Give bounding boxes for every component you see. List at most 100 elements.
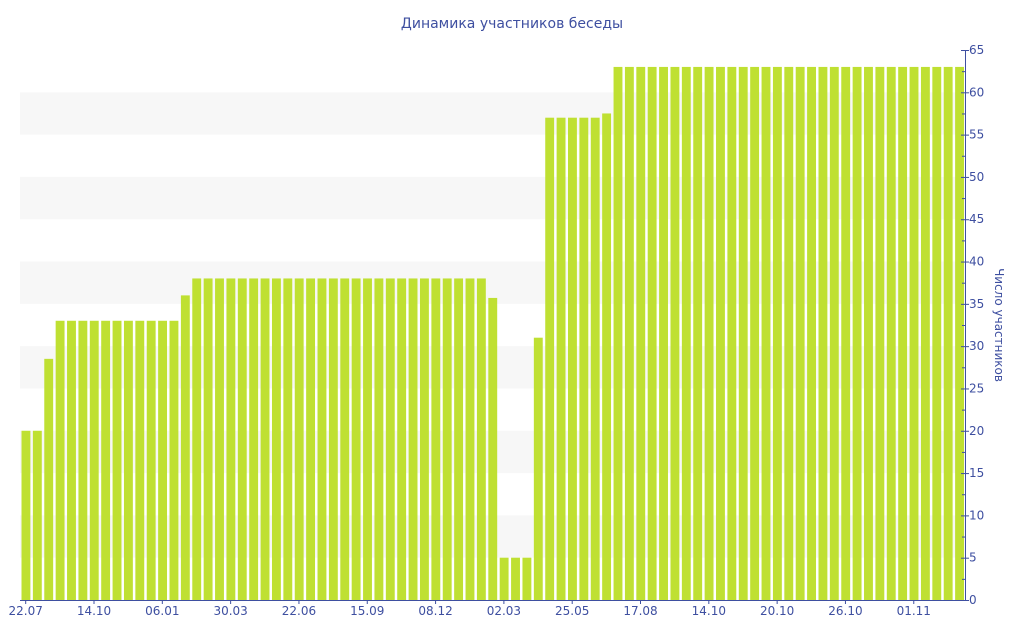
y-axis-label: Число участников bbox=[992, 268, 1006, 382]
y-tick-label: 35 bbox=[969, 297, 984, 311]
bar bbox=[397, 278, 407, 600]
bar bbox=[21, 430, 31, 600]
bar bbox=[636, 66, 646, 600]
bar bbox=[306, 278, 316, 600]
bar bbox=[44, 358, 54, 600]
bar bbox=[579, 117, 589, 600]
bar bbox=[123, 320, 133, 600]
y-tick-label: 40 bbox=[969, 255, 984, 269]
bar bbox=[226, 278, 236, 600]
bar bbox=[602, 113, 612, 600]
bar bbox=[511, 557, 520, 600]
bar bbox=[135, 320, 145, 600]
bar bbox=[864, 66, 873, 600]
x-tick-label: 22.06 bbox=[282, 604, 316, 618]
bar bbox=[317, 278, 327, 600]
bar bbox=[237, 278, 247, 600]
bar bbox=[271, 278, 281, 600]
y-tick-label: 20 bbox=[969, 424, 984, 438]
y-tick-label: 55 bbox=[969, 128, 984, 142]
bar bbox=[818, 66, 828, 600]
bar bbox=[898, 66, 908, 600]
bar bbox=[829, 66, 839, 600]
bar bbox=[556, 117, 566, 600]
bar bbox=[442, 278, 452, 600]
bar bbox=[738, 66, 748, 600]
bar bbox=[340, 278, 350, 600]
x-tick-label: 17.08 bbox=[623, 604, 657, 618]
bar bbox=[408, 278, 418, 600]
bar bbox=[203, 278, 213, 600]
bar bbox=[89, 320, 99, 600]
bar bbox=[363, 278, 372, 600]
y-tick-label: 30 bbox=[969, 339, 984, 353]
bar bbox=[169, 320, 179, 600]
bar bbox=[351, 278, 361, 600]
bar bbox=[761, 66, 771, 600]
bar bbox=[476, 278, 486, 600]
bar bbox=[716, 66, 725, 600]
x-tick-label: 02.03 bbox=[487, 604, 521, 618]
bar bbox=[249, 278, 259, 600]
bar bbox=[522, 557, 532, 600]
bar bbox=[909, 66, 919, 600]
bar bbox=[659, 66, 668, 600]
bar bbox=[374, 278, 384, 600]
y-tick-label: 10 bbox=[969, 508, 984, 522]
bar bbox=[932, 66, 942, 600]
bar bbox=[841, 66, 851, 600]
x-tick-label: 26.10 bbox=[828, 604, 862, 618]
x-tick-label: 01.11 bbox=[897, 604, 931, 618]
x-tick-label: 22.07 bbox=[9, 604, 43, 618]
y-tick-label: 50 bbox=[969, 170, 984, 184]
bar bbox=[693, 66, 703, 600]
bar bbox=[55, 320, 65, 600]
y-tick-label: 0 bbox=[969, 593, 977, 607]
bar bbox=[920, 66, 930, 600]
bar bbox=[681, 66, 691, 600]
y-tick-label: 25 bbox=[969, 381, 984, 395]
bar bbox=[613, 66, 623, 600]
bar bbox=[886, 66, 896, 600]
bar bbox=[727, 66, 737, 600]
bar bbox=[454, 278, 464, 600]
x-tick-label: 14.10 bbox=[692, 604, 726, 618]
bar bbox=[795, 66, 805, 600]
bar bbox=[146, 320, 156, 600]
bar bbox=[192, 278, 202, 600]
y-tick-label: 15 bbox=[969, 466, 984, 480]
x-tick-label: 08.12 bbox=[418, 604, 452, 618]
bar bbox=[465, 278, 475, 600]
bar bbox=[750, 66, 760, 600]
y-tick-label: 60 bbox=[969, 85, 984, 99]
bar bbox=[784, 66, 794, 600]
bar bbox=[670, 66, 680, 600]
bar bbox=[533, 337, 543, 600]
y-tick-label: 45 bbox=[969, 212, 984, 226]
bar bbox=[624, 66, 634, 600]
bar bbox=[112, 320, 122, 600]
bar bbox=[180, 295, 190, 600]
chart-title: Динамика участников беседы bbox=[401, 16, 623, 32]
bar bbox=[590, 117, 600, 600]
bar bbox=[852, 66, 862, 600]
bar bbox=[328, 278, 338, 600]
bar bbox=[431, 278, 441, 600]
bar bbox=[32, 430, 42, 600]
bar bbox=[419, 278, 429, 600]
bar bbox=[875, 66, 885, 600]
bar bbox=[78, 320, 88, 600]
bar bbox=[283, 278, 293, 600]
bar bbox=[158, 320, 168, 600]
bar bbox=[807, 66, 816, 600]
bar bbox=[943, 66, 953, 600]
bar bbox=[101, 320, 111, 600]
y-tick-label: 5 bbox=[969, 551, 977, 565]
bar bbox=[704, 66, 714, 600]
bar bbox=[772, 66, 782, 600]
bar bbox=[488, 297, 498, 600]
x-tick-label: 06.01 bbox=[145, 604, 179, 618]
bar bbox=[260, 278, 270, 600]
x-tick-label: 14.10 bbox=[77, 604, 111, 618]
